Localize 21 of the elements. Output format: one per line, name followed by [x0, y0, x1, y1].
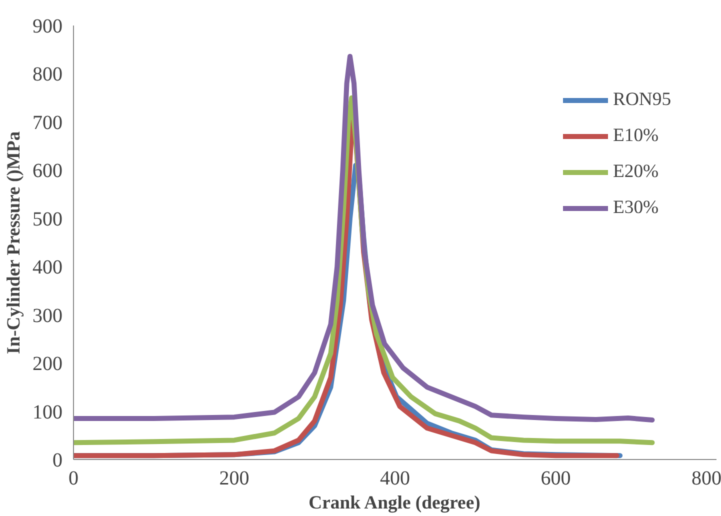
y-tick-label: 400 [32, 256, 62, 279]
y-tick-label: 300 [32, 304, 62, 327]
y-axis-title: In-Cylinder Pressure ()MPa [4, 130, 24, 354]
legend-label: E20% [613, 161, 659, 183]
y-tick-label: 800 [32, 64, 62, 86]
x-tick-label: 800 [692, 468, 721, 490]
y-tick-label: 700 [32, 112, 62, 134]
x-tick-label: 400 [380, 468, 410, 490]
x-tick-label: 600 [540, 468, 571, 490]
y-tick-label: 100 [32, 401, 62, 424]
legend-label: RON95 [613, 89, 672, 111]
y-tick-label: 500 [32, 208, 62, 230]
x-tick-label: 200 [219, 468, 250, 490]
y-tick-label: 0 [52, 450, 62, 472]
y-tick-label: 900 [32, 16, 62, 38]
legend-label: E10% [613, 125, 659, 147]
y-tick-label: 200 [32, 353, 62, 376]
x-tick-label: 0 [68, 468, 78, 490]
legend-label: E30% [613, 197, 659, 219]
x-axis-title: Crank Angle (degree) [308, 492, 480, 514]
y-tick-label: 600 [32, 160, 62, 182]
